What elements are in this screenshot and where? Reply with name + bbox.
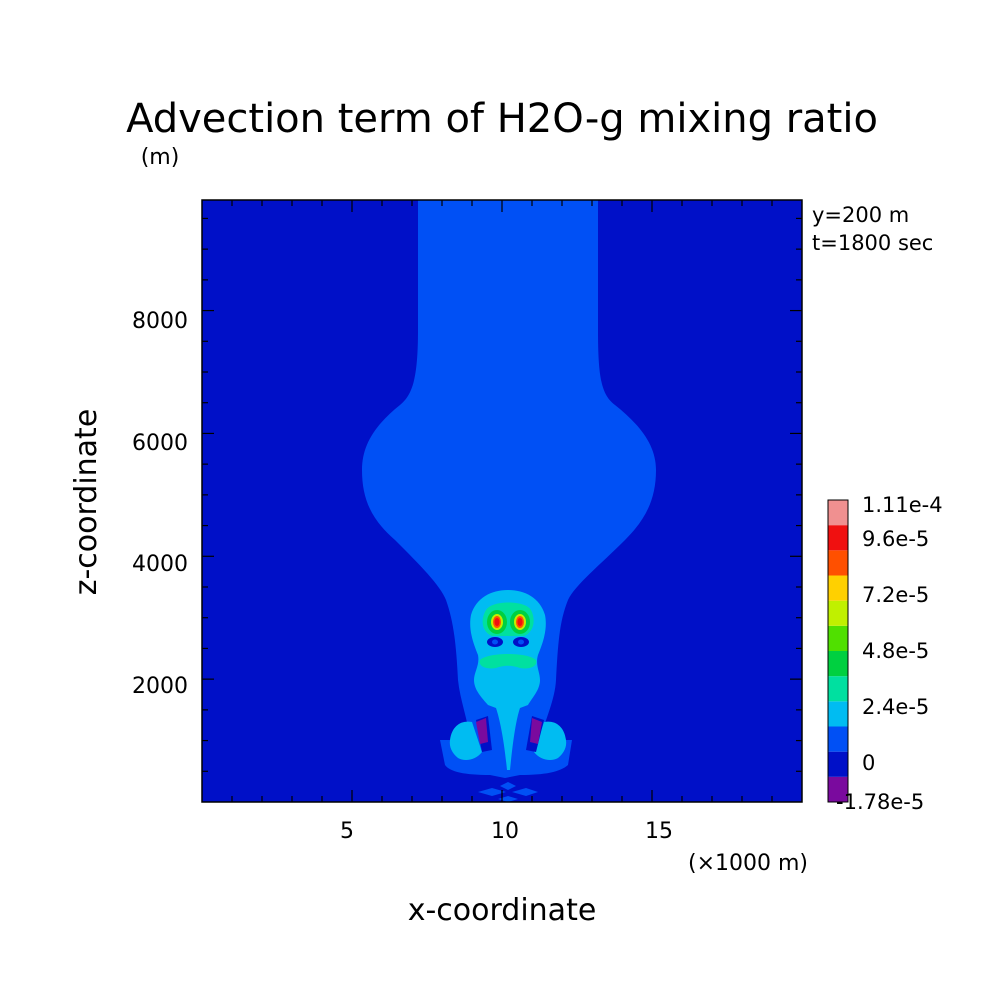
colorbar-label: 9.6e-5 xyxy=(862,527,929,551)
y-tick-labels: 2000 4000 6000 8000 xyxy=(132,309,188,699)
colorbar-labels: 1.11e-4 9.6e-5 7.2e-5 4.8e-5 2.4e-5 0 -1… xyxy=(836,493,943,814)
colorbar-swatch xyxy=(828,500,848,526)
x-tick-labels: 5 10 15 xyxy=(340,819,673,844)
x-tick-label: 15 xyxy=(645,819,673,844)
colorbar-swatch xyxy=(828,701,848,727)
right-lobe xyxy=(534,721,567,760)
colorbar-label: 2.4e-5 xyxy=(862,695,929,719)
right-min-inner xyxy=(518,639,524,645)
y-tick-label: 2000 xyxy=(132,674,188,699)
colorbar-swatch xyxy=(828,676,848,702)
colorbar-swatch xyxy=(828,550,848,576)
colorbar-swatch xyxy=(828,726,848,752)
ground-patch-4 xyxy=(498,796,518,802)
left-max-core xyxy=(494,618,500,626)
right-max-core xyxy=(517,618,523,626)
ground-patch-2 xyxy=(512,788,538,796)
colorbar-label: 0 xyxy=(862,751,875,775)
colorbar-swatch xyxy=(828,651,848,677)
colorbar-frame xyxy=(827,499,849,803)
core-region xyxy=(470,590,546,770)
colorbar-label: 7.2e-5 xyxy=(862,583,929,607)
chart-title: Advection term of H2O-g mixing ratio xyxy=(126,96,878,142)
colorbar-swatch xyxy=(828,625,848,651)
left-lobe xyxy=(449,721,482,760)
x-unit-label: (×1000 m) xyxy=(688,851,808,876)
y-tick-label: 6000 xyxy=(132,431,188,456)
left-neg-min xyxy=(476,718,488,744)
colorbar-swatch xyxy=(828,751,848,777)
colorbar-label: 4.8e-5 xyxy=(862,639,929,663)
colorbar-label: -1.78e-5 xyxy=(836,790,924,814)
colorbar-swatch xyxy=(828,776,848,802)
x-axis-label: x-coordinate xyxy=(408,893,597,928)
right-neg-min xyxy=(530,718,542,744)
annotation-y: y=200 m xyxy=(812,203,909,227)
ground-patch-1 xyxy=(478,788,506,796)
ticks xyxy=(202,200,802,802)
left-min-inner xyxy=(492,639,498,645)
title-unit: (m) xyxy=(141,145,180,170)
colorbar-swatch xyxy=(828,525,848,551)
colorbar-swatch xyxy=(828,600,848,626)
y-tick-label: 8000 xyxy=(132,309,188,334)
ground-patch-3 xyxy=(500,782,516,790)
annotation-t: t=1800 sec xyxy=(812,231,933,255)
x-tick-label: 5 xyxy=(340,819,354,844)
x-tick-label: 10 xyxy=(491,819,519,844)
y-tick-label: 4000 xyxy=(132,552,188,577)
y-axis-label: z-coordinate xyxy=(69,409,104,596)
colorbar-swatch xyxy=(828,575,848,601)
lower-band xyxy=(479,654,537,669)
colorbar xyxy=(827,499,849,803)
colorbar-label: 1.11e-4 xyxy=(862,493,943,517)
plot-area xyxy=(201,199,803,803)
plume-region xyxy=(362,200,656,778)
